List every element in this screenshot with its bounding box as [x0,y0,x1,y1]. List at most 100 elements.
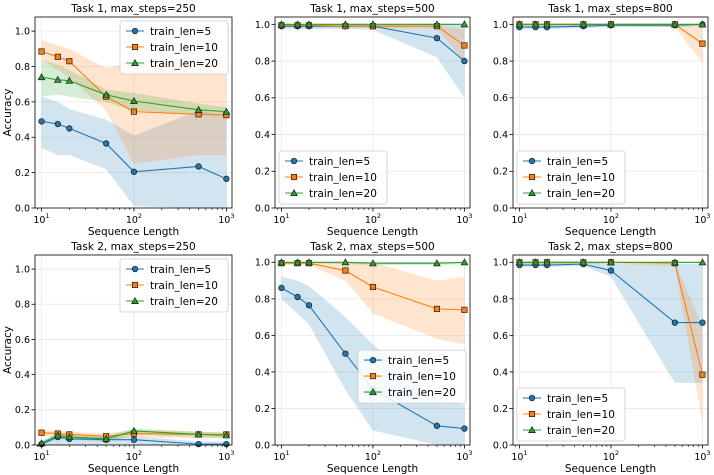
legend-marker [131,58,139,66]
legend-marker [290,188,298,196]
data-point [130,168,138,175]
y-tick-label: 0.8 [493,56,508,67]
y-tick-label: 0.6 [493,93,508,104]
legend: train_len=5 train_len=10 train_len=20 [278,150,388,205]
y-tick-label: 0.0 [255,203,270,214]
x-tick-label: 103 [218,449,234,463]
data-point [305,302,313,309]
chart-title: Task 1, max_steps=250 [70,3,196,15]
data-point [130,108,138,115]
data-point [433,34,441,42]
legend-label: train_len=10 [547,409,615,421]
chart-title: Task 2, max_steps=250 [70,241,196,253]
data-point [671,258,679,266]
confidence-band [519,24,703,63]
data-point [195,163,202,170]
legend-label: train_len=20 [150,58,218,70]
x-axis-label: Sequence Length [88,226,179,238]
data-point [102,434,111,442]
y-tick-label: 0.4 [15,370,30,381]
y-tick-label: 0.6 [255,331,270,342]
y-tick-label: 0.6 [255,93,270,104]
legend-marker [369,356,377,364]
chart-title: Task 1, max_steps=500 [309,3,435,15]
x-axis-label: Sequence Length [565,463,656,475]
data-point [305,20,313,28]
data-point [369,259,377,267]
x-axis-label: Sequence Length [327,463,418,475]
data-point [277,258,286,266]
y-tick-label: 0.4 [255,130,270,141]
confidence-band [41,428,227,445]
legend-box [357,349,467,404]
x-tick-label: 103 [694,449,710,463]
x-tick-label: 103 [456,212,472,226]
axes-frame [34,254,233,446]
y-tick-label: 1.0 [15,264,30,275]
y-tick-label: 0.2 [15,168,30,179]
y-tick-label: 1.0 [255,258,270,269]
legend-box [516,387,626,442]
legend-label: train_len=20 [547,188,615,200]
y-tick-label: 0.4 [493,367,508,378]
data-point [698,258,707,266]
y-tick-label: 0.4 [493,130,508,141]
data-point [433,20,441,28]
legend: train_len=5 train_len=10 train_len=20 [357,349,467,404]
data-point [53,431,62,439]
y-tick-label: 0.0 [255,440,270,451]
data-point [531,258,540,266]
legend-box [119,258,229,313]
data-point [277,20,286,28]
x-axis-label: Sequence Length [565,226,656,238]
legend-marker [131,43,139,51]
subplot-6: 0.0 0.2 0.4 0.6 0.8 1.0 101 102 103 Task 2, max_s… [493,241,711,475]
confidence-band [41,96,227,208]
y-tick-label: 0.8 [255,56,270,67]
data-point [223,175,230,182]
data-point [341,20,350,28]
legend: train_len=5 train_len=10 train_len=20 [516,387,626,442]
legend-marker [369,388,377,396]
y-axis-label: Accuracy [2,326,14,374]
data-point [294,293,301,301]
data-point [433,305,440,312]
y-tick-label: 0.8 [15,300,30,311]
legend-marker [131,27,139,35]
x-tick-label: 101 [273,212,289,226]
legend-label: train_len=20 [309,188,377,200]
data-point [102,140,110,147]
legend-marker [290,157,298,165]
data-point [222,107,231,115]
confidence-band [281,24,465,62]
data-point [699,319,706,326]
x-tick-label: 101 [511,212,527,226]
y-tick-label: 0.2 [493,404,508,415]
data-point [130,96,138,104]
data-point [65,76,74,84]
legend-label: train_len=5 [309,156,370,168]
data-point [699,40,706,47]
legend-label: train_len=10 [547,172,615,184]
subplot-3: 0.0 0.2 0.4 0.6 0.8 1.0 101 102 103 Task 1, max_s… [493,3,711,238]
legend-label: train_len=5 [150,264,211,276]
axes-frame [512,16,709,209]
legend-marker [528,157,536,165]
confidence-band [41,59,227,117]
y-tick-label: 0.4 [255,367,270,378]
data-point [342,267,349,274]
data-point [342,350,349,357]
data-point [222,431,231,439]
axes-frame [512,254,709,446]
legend-label: train_len=10 [150,42,218,54]
legend-marker [528,173,536,181]
x-tick-label: 101 [33,449,49,463]
data-point [278,284,285,292]
data-point [433,259,441,267]
data-point [38,48,45,55]
subplot-4: 0.0 0.2 0.4 0.6 0.8 1.0 101 102 103 Task 2, max_s… [2,241,235,475]
data-point [698,20,707,28]
y-tick-label: 1.0 [255,20,270,31]
data-point [194,105,203,113]
x-tick-label: 101 [273,449,289,463]
